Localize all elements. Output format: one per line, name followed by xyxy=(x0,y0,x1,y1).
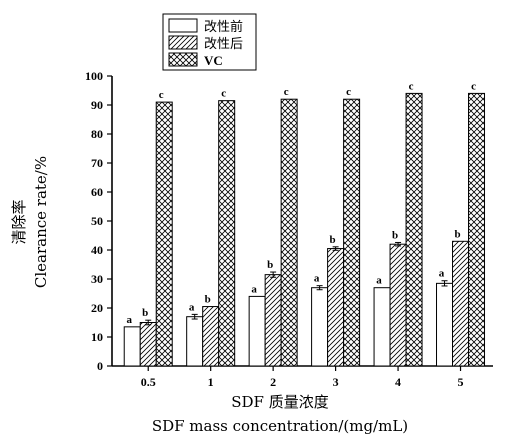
significance-label: b xyxy=(267,259,273,271)
bar xyxy=(343,98,361,367)
significance-label: b xyxy=(205,294,211,306)
bar xyxy=(405,92,423,367)
bar xyxy=(452,240,470,367)
significance-label: a xyxy=(189,301,195,313)
bar xyxy=(389,243,407,367)
bar xyxy=(248,295,266,367)
significance-label: a xyxy=(439,268,445,280)
bar xyxy=(468,92,486,367)
significance-label: a xyxy=(314,273,320,285)
x-tick-label: 2 xyxy=(270,375,276,389)
bar xyxy=(327,248,345,367)
bar xyxy=(436,282,454,367)
y-tick-label: 10 xyxy=(91,330,103,344)
y-tick-label: 0 xyxy=(97,359,103,373)
y-axis-title-cn: 清除率 xyxy=(10,199,28,244)
x-tick-label: 5 xyxy=(458,375,464,389)
significance-label: c xyxy=(409,80,414,92)
bar xyxy=(186,316,204,367)
y-tick-label: 20 xyxy=(91,301,103,315)
y-tick-label: 50 xyxy=(91,214,103,228)
significance-label: b xyxy=(454,228,460,240)
y-tick-label: 60 xyxy=(91,185,103,199)
y-tick-label: 100 xyxy=(85,69,103,83)
significance-label: c xyxy=(221,88,226,100)
bar xyxy=(202,306,220,367)
bar xyxy=(123,326,141,367)
significance-label: c xyxy=(346,86,351,98)
x-tick-label: 4 xyxy=(395,375,401,389)
significance-label: b xyxy=(392,229,398,241)
significance-label: b xyxy=(330,234,336,246)
x-axis-title-cn: SDF 质量浓度 xyxy=(231,393,328,411)
y-tick-label: 90 xyxy=(91,98,103,112)
significance-label: a xyxy=(251,283,257,295)
bar xyxy=(311,287,329,367)
legend: 改性前 改性后 VC xyxy=(162,13,257,71)
bar xyxy=(139,322,157,367)
y-tick-label: 30 xyxy=(91,272,103,286)
y-tick-label: 80 xyxy=(91,127,103,141)
bar xyxy=(264,274,282,367)
significance-label: a xyxy=(376,275,382,287)
legend-label-vc: VC xyxy=(204,53,223,68)
legend-swatch-after xyxy=(168,35,198,50)
x-tick-label: 1 xyxy=(208,375,214,389)
x-axis-title-en: SDF mass concentration/(mg/mL) xyxy=(152,417,408,435)
significance-label: a xyxy=(126,314,132,326)
bar xyxy=(218,100,236,367)
legend-swatch-vc xyxy=(168,52,198,67)
y-axis-title-en: Clearance rate/% xyxy=(32,156,50,288)
bar xyxy=(280,98,298,367)
plot-area: 01020304050607080901000.5abc1abc2abc3abc… xyxy=(85,69,493,389)
significance-label: b xyxy=(142,307,148,319)
x-tick-label: 0.5 xyxy=(141,375,156,389)
y-tick-label: 70 xyxy=(91,156,103,170)
significance-label: c xyxy=(159,89,164,101)
significance-label: c xyxy=(284,86,289,98)
legend-label-after: 改性后 xyxy=(204,37,243,52)
bar xyxy=(155,101,173,367)
legend-label-before: 改性前 xyxy=(204,19,243,35)
x-tick-label: 3 xyxy=(333,375,339,389)
y-tick-label: 40 xyxy=(91,243,103,257)
legend-swatch-before xyxy=(168,18,198,33)
bar xyxy=(373,287,391,367)
significance-label: c xyxy=(471,80,476,92)
